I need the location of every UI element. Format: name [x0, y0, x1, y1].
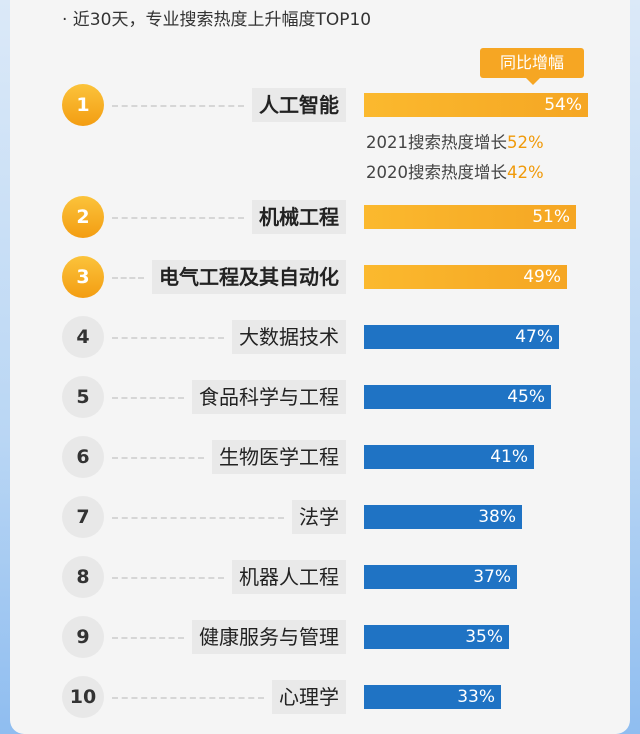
rank-badge: 10 [62, 676, 104, 718]
category-label: 心理学 [272, 680, 346, 714]
category-label: 生物医学工程 [212, 440, 346, 474]
bar: 47% [364, 325, 559, 349]
rank-badge: 1 [62, 84, 104, 126]
annotation-2021-value: 52% [507, 133, 544, 152]
chart-row: 1 人工智能 54% [0, 82, 640, 128]
leader-line [112, 277, 144, 279]
legend-label: 同比增幅 [480, 48, 584, 85]
category-label: 人工智能 [252, 88, 346, 122]
leader-line [112, 517, 284, 519]
annotation-2021-text: 2021搜索热度增长 [366, 133, 507, 152]
category-label: 机械工程 [252, 200, 346, 234]
leader-line [112, 105, 244, 107]
leader-line [112, 217, 244, 219]
rank-badge: 8 [62, 556, 104, 598]
annotation-2020: 2020搜索热度增长42% [366, 160, 544, 186]
bar: 41% [364, 445, 534, 469]
category-label: 大数据技术 [232, 320, 346, 354]
leader-line [112, 577, 224, 579]
bar: 54% [364, 93, 588, 117]
leader-line [112, 397, 184, 399]
chart-row: 6 生物医学工程 41% [0, 434, 640, 480]
annotation-2020-value: 42% [507, 163, 544, 182]
leader-line [112, 697, 264, 699]
chart-row: 8 机器人工程 37% [0, 554, 640, 600]
rank-badge: 2 [62, 196, 104, 238]
chart-card [10, 0, 630, 734]
rank-badge: 7 [62, 496, 104, 538]
chart-row: 2 机械工程 51% [0, 194, 640, 240]
chart-subtitle: · 近30天，专业搜索热度上升幅度TOP10 [62, 10, 372, 30]
leader-line [112, 337, 224, 339]
bar: 51% [364, 205, 576, 229]
category-label: 食品科学与工程 [192, 380, 346, 414]
leader-line [112, 637, 184, 639]
leader-line [112, 457, 204, 459]
category-label: 电气工程及其自动化 [152, 260, 346, 294]
rank-badge: 5 [62, 376, 104, 418]
rank-badge: 4 [62, 316, 104, 358]
chart-row: 4 大数据技术 47% [0, 314, 640, 360]
chart-row: 3 电气工程及其自动化 49% [0, 254, 640, 300]
chart-row: 7 法学 38% [0, 494, 640, 540]
rank-badge: 3 [62, 256, 104, 298]
chart-row: 9 健康服务与管理 35% [0, 614, 640, 660]
bar: 37% [364, 565, 517, 589]
category-label: 健康服务与管理 [192, 620, 346, 654]
bar: 35% [364, 625, 509, 649]
bar: 49% [364, 265, 567, 289]
bar: 38% [364, 505, 522, 529]
bar: 33% [364, 685, 501, 709]
annotation-2020-text: 2020搜索热度增长 [366, 163, 507, 182]
category-label: 机器人工程 [232, 560, 346, 594]
chart-row: 10 心理学 33% [0, 674, 640, 720]
bar: 45% [364, 385, 551, 409]
annotation-2021: 2021搜索热度增长52% [366, 130, 544, 156]
rank-badge: 6 [62, 436, 104, 478]
category-label: 法学 [292, 500, 346, 534]
chart-row: 5 食品科学与工程 45% [0, 374, 640, 420]
rank-badge: 9 [62, 616, 104, 658]
